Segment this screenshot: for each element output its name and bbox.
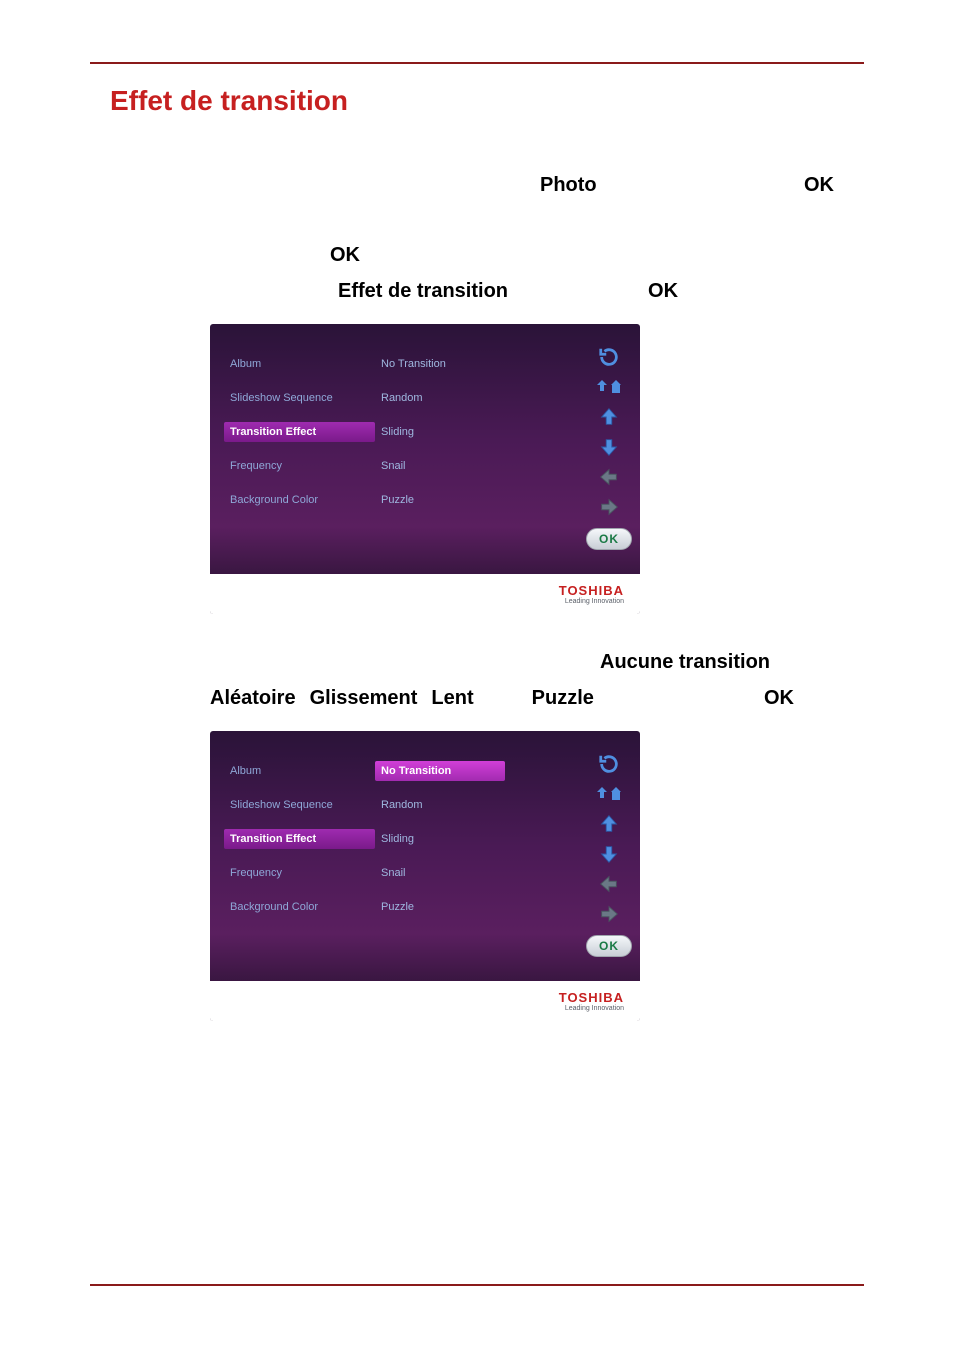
arrow-right-icon bbox=[596, 901, 622, 927]
effet-label: Effet de transition bbox=[338, 273, 508, 309]
intro-line-1: Photo OK bbox=[110, 167, 844, 203]
intro-line-2: OK bbox=[210, 237, 844, 273]
options-line-bottom: Aléatoire Glissement Lent Puzzle OK bbox=[210, 680, 844, 716]
shot1-icon-col: OK bbox=[592, 344, 626, 550]
brand-name: TOSHIBA bbox=[559, 583, 624, 598]
screenshot-2: Album Slideshow Sequence Transition Effe… bbox=[210, 731, 640, 1021]
ok-label-2: OK bbox=[330, 237, 360, 273]
shot2-right-1: Random bbox=[375, 795, 505, 815]
home-up-icon bbox=[596, 374, 622, 400]
page-content: Effet de transition Photo OK OK Effet de… bbox=[110, 85, 844, 1051]
arrow-right-icon bbox=[596, 494, 622, 520]
brand-block: TOSHIBA Leading Innovation bbox=[559, 583, 624, 605]
shot2-right-0: No Transition bbox=[375, 761, 505, 781]
shot1-left-3: Frequency bbox=[224, 456, 375, 476]
shot1-left-4: Background Color bbox=[224, 490, 375, 510]
shot1-right-1: Random bbox=[375, 388, 505, 408]
home-up-icon bbox=[596, 781, 622, 807]
shot2-icon-col: OK bbox=[592, 751, 626, 957]
glissement-label: Glissement bbox=[310, 680, 418, 716]
options-line-top: Aucune transition bbox=[110, 644, 844, 680]
shot1-right-2: Sliding bbox=[375, 422, 505, 442]
ok-pill-1: OK bbox=[586, 528, 632, 550]
ok-label-4: OK bbox=[764, 680, 794, 716]
shot2-right-3: Snail bbox=[375, 863, 505, 883]
shot2-left-0: Album bbox=[224, 761, 375, 781]
shot1-left-col: Album Slideshow Sequence Transition Effe… bbox=[210, 324, 375, 614]
bottom-rule bbox=[90, 1284, 864, 1286]
shot1-left-0: Album bbox=[224, 354, 375, 374]
ok-pill-2: OK bbox=[586, 935, 632, 957]
brand-block: TOSHIBA Leading Innovation bbox=[559, 990, 624, 1012]
screenshot-1: Album Slideshow Sequence Transition Effe… bbox=[210, 324, 640, 614]
shot2-right-4: Puzzle bbox=[375, 897, 505, 917]
aucune-label: Aucune transition bbox=[600, 644, 770, 680]
shot2-left-col: Album Slideshow Sequence Transition Effe… bbox=[210, 731, 375, 1021]
rotate-ccw-icon bbox=[596, 344, 622, 370]
shot1-left-1: Slideshow Sequence bbox=[224, 388, 375, 408]
arrow-down-icon bbox=[596, 434, 622, 460]
intro-line-3: Effet de transition OK bbox=[210, 273, 844, 309]
arrow-left-icon bbox=[596, 464, 622, 490]
brand-tagline: Leading Innovation bbox=[559, 1005, 624, 1012]
lent-label: Lent bbox=[431, 680, 473, 716]
shot2-brand-strip: TOSHIBA Leading Innovation bbox=[210, 981, 640, 1021]
page-title: Effet de transition bbox=[110, 85, 844, 117]
shot1-right-3: Snail bbox=[375, 456, 505, 476]
rotate-ccw-icon bbox=[596, 751, 622, 777]
aleatoire-label: Aléatoire bbox=[210, 680, 296, 716]
ok-label-3: OK bbox=[648, 273, 678, 309]
shot2-left-4: Background Color bbox=[224, 897, 375, 917]
shot1-right-4: Puzzle bbox=[375, 490, 505, 510]
puzzle-label: Puzzle bbox=[532, 680, 594, 716]
shot1-brand-strip: TOSHIBA Leading Innovation bbox=[210, 574, 640, 614]
shot2-right-2: Sliding bbox=[375, 829, 505, 849]
arrow-up-icon bbox=[596, 811, 622, 837]
arrow-up-icon bbox=[596, 404, 622, 430]
brand-tagline: Leading Innovation bbox=[559, 598, 624, 605]
shot1-right-0: No Transition bbox=[375, 354, 505, 374]
ok-label-1: OK bbox=[804, 167, 834, 203]
arrow-left-icon bbox=[596, 871, 622, 897]
brand-name: TOSHIBA bbox=[559, 990, 624, 1005]
shot2-left-3: Frequency bbox=[224, 863, 375, 883]
arrow-down-icon bbox=[596, 841, 622, 867]
photo-label: Photo bbox=[540, 167, 597, 203]
shot2-left-1: Slideshow Sequence bbox=[224, 795, 375, 815]
top-rule bbox=[90, 62, 864, 64]
shot1-left-2: Transition Effect bbox=[224, 422, 375, 442]
shot2-left-2: Transition Effect bbox=[224, 829, 375, 849]
